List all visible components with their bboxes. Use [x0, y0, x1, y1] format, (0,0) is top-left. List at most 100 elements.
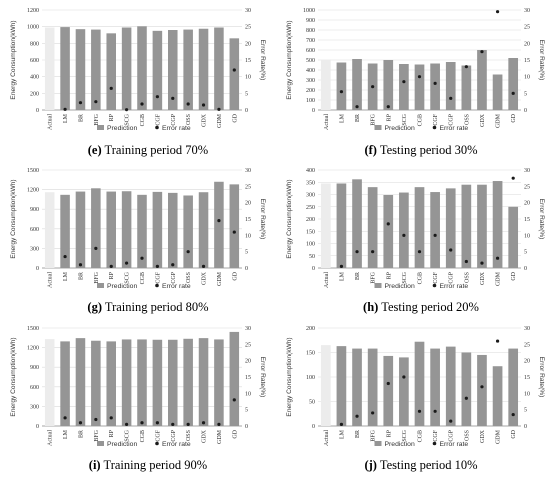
x-tick-label: CGB [140, 114, 146, 126]
legend: Prediction Error rate [374, 441, 469, 448]
prediction-bar [168, 192, 178, 268]
x-tick-label: LM [339, 429, 345, 439]
error-rate-point [355, 414, 359, 418]
x-tick-label: RP [386, 113, 392, 121]
error-rate-point [78, 101, 83, 105]
error-rate-point [417, 409, 422, 413]
y-tick-label: 1200 [27, 346, 39, 352]
chart-panel: 0 100 200 300 400 500 600 700 800 900 1000 0 5 10 15 20… [286, 8, 545, 157]
prediction-bar [477, 50, 487, 110]
legend-swatch-error-rate [155, 283, 159, 288]
legend-swatch-prediction [97, 125, 104, 130]
prediction-bar [75, 191, 86, 268]
error-rate-point [232, 68, 236, 72]
y2-tick-label: 0 [245, 108, 248, 114]
chart-panel: 0 50 100 150 200 250 300 350 400 0 5 10 15 20 25 30 Actu… [286, 168, 545, 314]
error-rate-point [355, 250, 359, 254]
prediction-bar [367, 348, 378, 426]
x-tick-label: BFG [94, 113, 100, 125]
caption-text: Testing period 10% [377, 458, 478, 472]
error-rate-point [402, 80, 406, 84]
prediction-bar [229, 331, 240, 426]
x-tick-label: BFG [371, 113, 377, 125]
x-tick-label: Actual [48, 272, 54, 288]
y-tick-label: 1500 [27, 326, 39, 332]
x-tick-label: RP [109, 113, 115, 121]
caption-letter: (h) [363, 300, 378, 314]
prediction-bar [430, 192, 440, 268]
y2-tick-label: 15 [524, 375, 530, 381]
prediction-bar [383, 194, 394, 268]
prediction-bar [414, 187, 425, 268]
error-rate-point [371, 250, 375, 254]
y2-tick-label: 20 [524, 201, 530, 207]
chart-panel: 0 200 400 600 800 1000 1200 0 5 10 15 20 25 30 Actual L… [10, 8, 266, 157]
panel-caption: (h) Testing period 20% [363, 300, 479, 314]
error-rate-point [339, 422, 344, 426]
prediction-bar [214, 339, 224, 426]
legend-swatch-error-rate [432, 125, 437, 130]
x-tick-label: CGB [140, 272, 146, 284]
panel-caption: (e) Training period 70% [88, 143, 208, 157]
y2-tick-label: 10 [245, 75, 251, 81]
chart-panel: 0 300 600 900 1200 1500 0 5 10 15 20 25 30 Actual LM BR… [10, 168, 266, 314]
y2-axis-title: Error Rate(%) [259, 199, 266, 240]
legend-swatch-error-rate [155, 441, 159, 446]
x-tick-label: RP [386, 429, 392, 437]
legend: Prediction Error rate [97, 283, 191, 290]
x-tick-label: BFG [371, 429, 377, 441]
legend: Prediction Error rate [374, 283, 468, 290]
x-tick-label: OSS [464, 272, 470, 283]
error-rate-point [109, 86, 113, 90]
error-rate-point [140, 102, 144, 106]
y2-tick-label: 5 [245, 408, 248, 414]
chart-panel: 0 300 600 900 1200 1500 0 5 10 15 20 25 30 Actual LM BR… [10, 326, 266, 472]
prediction-bar [508, 348, 519, 426]
x-tick-label: GDX [202, 113, 208, 127]
error-rate-point [449, 419, 453, 423]
prediction-bar [137, 194, 147, 268]
y2-tick-label: 0 [524, 108, 527, 114]
prediction-bar [60, 194, 70, 268]
y-tick-label: 300 [30, 404, 39, 410]
error-rate-point [371, 411, 375, 415]
y-tick-label: 800 [306, 28, 315, 34]
x-tick-label: CGF [433, 113, 439, 125]
error-rate-point [63, 107, 67, 111]
y-tick-label: 900 [306, 18, 315, 24]
prediction-bar [492, 366, 503, 426]
error-rate-point [339, 264, 344, 268]
y-tick-label: 50 [309, 254, 315, 260]
legend-label-error-rate: Error rate [440, 441, 469, 448]
prediction-bar [399, 357, 409, 426]
error-rate-point [417, 250, 422, 254]
error-rate-point [433, 409, 437, 413]
x-tick-label: OSS [186, 114, 192, 125]
error-rate-point [78, 421, 83, 425]
x-tick-label: CGF [155, 429, 161, 441]
prediction-bar [445, 62, 456, 110]
legend-label-error-rate: Error rate [162, 283, 191, 290]
x-tick-label: GDM [496, 429, 502, 444]
y2-tick-label: 25 [524, 342, 530, 348]
y-tick-label: 100 [306, 375, 315, 381]
x-tick-label: CGB [418, 272, 424, 284]
error-rate-point [186, 250, 190, 254]
y2-tick-label: 30 [245, 8, 251, 14]
error-rate-point [480, 50, 484, 54]
error-rate-point [63, 416, 67, 420]
x-tick-label: GDX [480, 271, 486, 285]
y2-tick-label: 20 [524, 359, 530, 365]
x-tick-label: Actual [48, 114, 54, 130]
x-tick-label: OSS [464, 430, 470, 441]
error-rate-point [339, 90, 344, 94]
x-tick-label: BFG [94, 429, 100, 441]
y2-tick-label: 20 [245, 359, 251, 365]
x-tick-label: CGP [171, 113, 177, 125]
y-tick-label: 300 [306, 78, 315, 84]
y-tick-label: 0 [312, 108, 315, 114]
caption-text: Training period 70% [102, 143, 209, 157]
y2-tick-label: 0 [245, 266, 248, 272]
y2-tick-label: 10 [524, 233, 530, 239]
y-tick-label: 100 [306, 98, 315, 104]
